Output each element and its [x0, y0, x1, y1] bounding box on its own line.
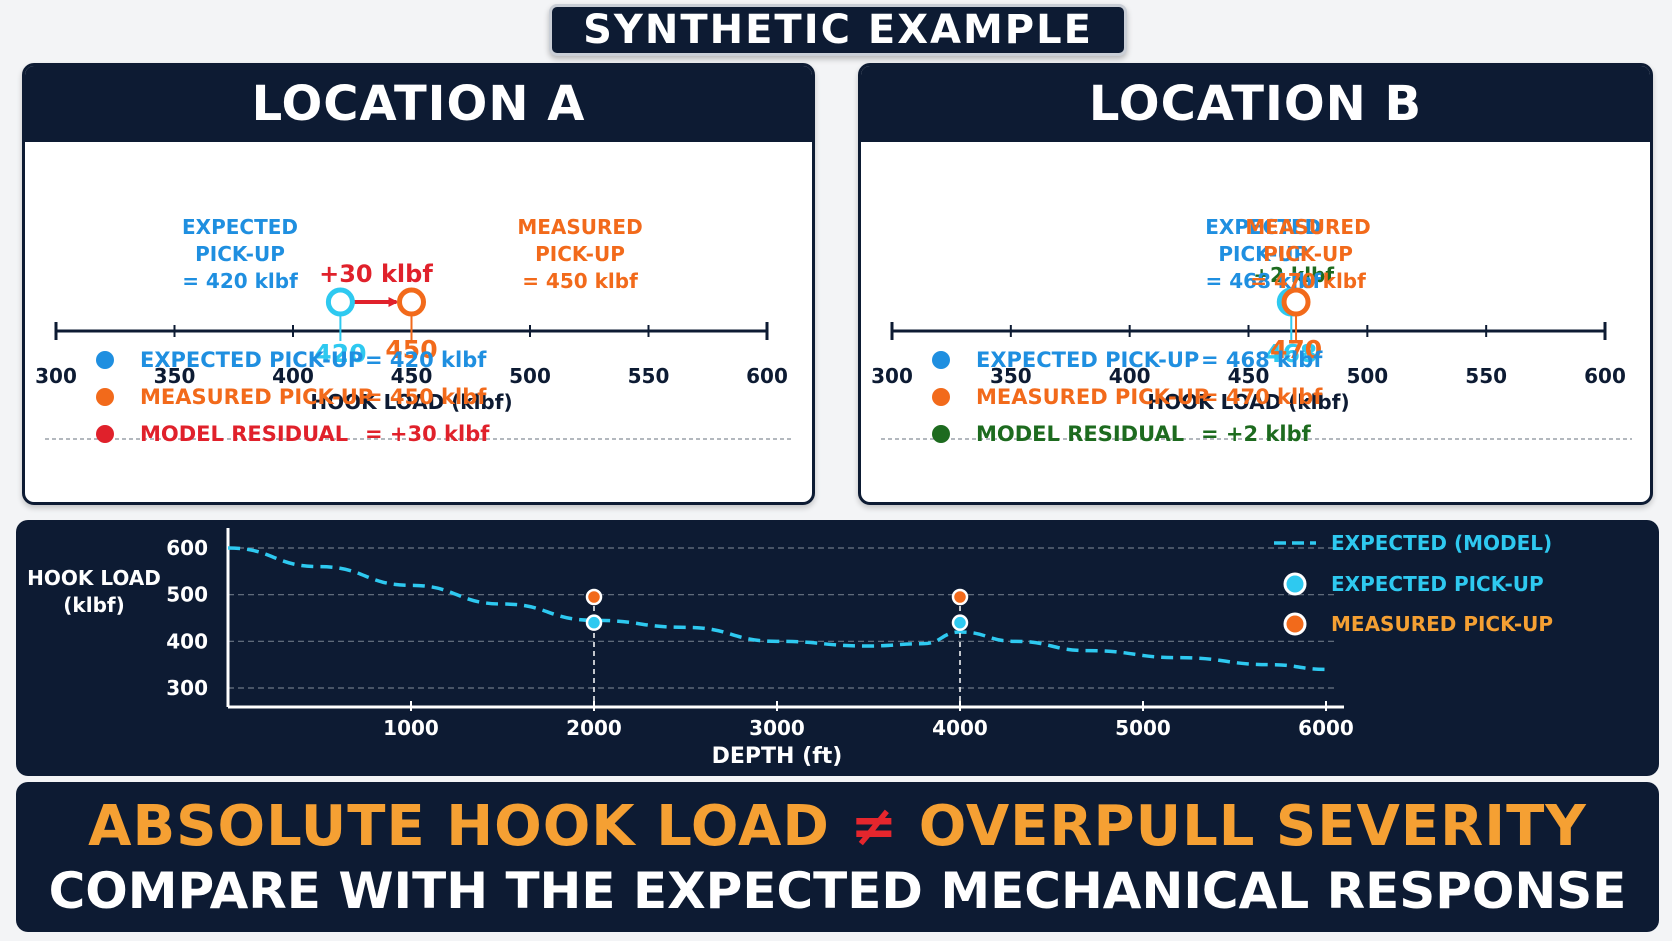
conclusion-panel: ABSOLUTE HOOK LOAD ≠ OVERPULL SEVERITY C… — [16, 782, 1659, 932]
scale-tick-label: 300 — [871, 364, 913, 388]
conclusion-right: OVERPULL SEVERITY — [918, 794, 1587, 859]
legend-value: = 470 klbf — [1201, 385, 1323, 409]
scale-tick-label: 500 — [1346, 364, 1388, 388]
legend-value: = +30 klbf — [365, 422, 490, 446]
scale-tick-label: 350 — [154, 364, 196, 388]
x-tick-label: 5000 — [1115, 716, 1171, 740]
conclusion-headline: ABSOLUTE HOOK LOAD ≠ OVERPULL SEVERITY — [16, 794, 1659, 859]
measured-pickup-marker — [397, 287, 426, 317]
scale-tick-label: 550 — [628, 364, 670, 388]
legend-value: = 420 klbf — [365, 348, 487, 372]
y-tick-label: 500 — [166, 583, 208, 607]
not-equal-symbol: ≠ — [850, 794, 899, 859]
depth-chart-panel: 300 400 500 600 1000 2000 3000 4000 5000 6000 DEPT… — [16, 520, 1659, 776]
expected-value-label: 468 — [1265, 339, 1317, 368]
x-tick-label: 1000 — [383, 716, 439, 740]
legend-value: = 468 klbf — [1201, 348, 1323, 372]
scale-tick-label: 500 — [509, 364, 551, 388]
legend-model-label: EXPECTED (MODEL) — [1331, 531, 1552, 555]
x-tick-label: 6000 — [1298, 716, 1354, 740]
expected-callout-line: PICK-UP — [1218, 242, 1308, 266]
measured-value-label: 450 — [385, 335, 437, 364]
expected-callout-line: EXPECTED — [1205, 215, 1321, 239]
legend-value: = +2 klbf — [1201, 422, 1312, 446]
synthetic-example-badge: SYNTHETIC EXAMPLE — [549, 4, 1127, 56]
legend-dot — [932, 351, 950, 369]
expected-model-line — [227, 546, 1327, 672]
legend-name: EXPECTED PICK-UP — [976, 348, 1199, 372]
scale-tick-label: 350 — [990, 364, 1032, 388]
location-b-panel: LOCATION B 300 350 400 450 500 550 600 HOOK LOA… — [858, 63, 1653, 505]
legend-measured-swatch — [1283, 612, 1307, 636]
location-a-title: LOCATION A — [25, 66, 812, 142]
expected-callout-line: = 468 klbf — [1205, 269, 1321, 293]
legend-name: MODEL RESIDUAL — [976, 422, 1184, 446]
legend-measured-label: MEASURED PICK-UP — [1331, 612, 1553, 636]
conclusion-subline: COMPARE WITH THE EXPECTED MECHANICAL RES… — [48, 862, 1627, 920]
location-a-panel: LOCATION A 300 350 400 450 500 550 600 HOOK LOA… — [22, 63, 815, 505]
location-b-title: LOCATION B — [861, 66, 1650, 142]
expected-pickup-point — [951, 614, 969, 631]
scale-axis-label: HOOK LOAD (klbf) — [310, 390, 512, 414]
scale-tick-label: 300 — [35, 364, 77, 388]
x-tick-label: 3000 — [749, 716, 805, 740]
residual-label: +2 klbf — [1253, 263, 1334, 287]
measured-callout-line: PICK-UP — [1263, 242, 1353, 266]
measured-pickup-point — [951, 588, 969, 606]
measured-callout-line: PICK-UP — [535, 242, 625, 266]
legend-dot — [932, 388, 950, 406]
expected-callout-line: EXPECTED — [182, 215, 298, 239]
expected-pickup-marker — [325, 287, 355, 317]
legend-name: MODEL RESIDUAL — [140, 422, 348, 446]
y-axis-label-line1: HOOK LOAD — [27, 566, 161, 590]
scale-tick-label: 400 — [1109, 364, 1151, 388]
legend-expected-label: EXPECTED PICK-UP — [1331, 572, 1544, 596]
measured-value-label: 470 — [1270, 335, 1322, 364]
x-tick-label: 4000 — [932, 716, 988, 740]
measured-pickup-marker — [1281, 287, 1311, 317]
measured-callout-line: = 450 klbf — [522, 269, 638, 293]
expected-callout-line: PICK-UP — [195, 242, 285, 266]
y-tick-label: 300 — [166, 676, 208, 700]
legend-name: MEASURED PICK-UP — [976, 385, 1209, 409]
legend-expected-swatch — [1283, 572, 1307, 596]
location-b-hookload-scale: 300 350 400 450 500 550 600 HOOK LOAD (klbf) +2 … — [871, 215, 1632, 446]
legend-name: MEASURED PICK-UP — [140, 385, 373, 409]
legend-dot — [932, 425, 950, 443]
scale-tick-label: 600 — [746, 364, 788, 388]
measured-callout-line: MEASURED — [1245, 215, 1370, 239]
legend-name: EXPECTED PICK-UP — [140, 348, 363, 372]
expected-value-label: 420 — [314, 339, 366, 368]
y-tick-label: 600 — [166, 536, 208, 560]
expected-callout-line: = 420 klbf — [182, 269, 298, 293]
legend-dot — [96, 351, 114, 369]
legend-dot — [96, 425, 114, 443]
y-axis-label-line2: (klbf) — [63, 593, 124, 617]
location-a-hookload-scale: 300 350 400 450 500 550 600 HOOK LOAD (klbf) +30… — [35, 215, 794, 446]
legend-value: = 450 klbf — [365, 385, 487, 409]
scale-tick-label: 550 — [1465, 364, 1507, 388]
hookload-vs-depth-chart: 300 400 500 600 1000 2000 3000 4000 5000 6000 DEPT… — [27, 528, 1553, 769]
scale-tick-label: 450 — [1228, 364, 1270, 388]
x-axis-label: DEPTH (ft) — [712, 744, 843, 769]
scale-tick-label: 600 — [1584, 364, 1626, 388]
measured-pickup-point — [585, 588, 603, 606]
measured-callout-line: MEASURED — [517, 215, 642, 239]
y-tick-label: 400 — [166, 629, 208, 653]
measured-callout-line: = 470 klbf — [1250, 269, 1366, 293]
conclusion-left: ABSOLUTE HOOK LOAD — [88, 794, 830, 859]
scale-tick-label: 450 — [391, 364, 433, 388]
residual-label: +30 klbf — [319, 260, 433, 288]
x-tick-label: 2000 — [566, 716, 622, 740]
scale-axis-label: HOOK LOAD (klbf) — [1147, 390, 1349, 414]
expected-pickup-point — [585, 614, 603, 631]
scale-tick-label: 400 — [272, 364, 314, 388]
legend-dot — [96, 388, 114, 406]
